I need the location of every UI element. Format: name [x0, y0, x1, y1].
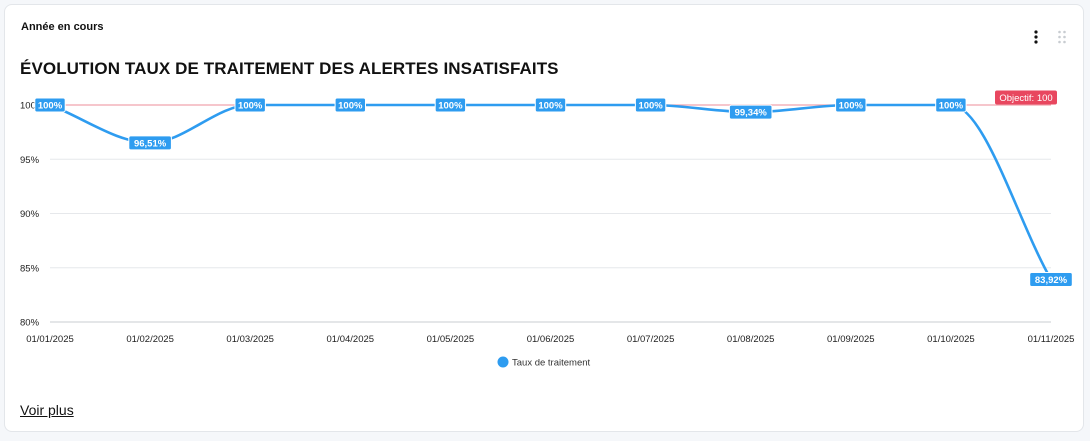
data-label: 99,34%	[735, 108, 768, 119]
data-label: 100%	[338, 101, 363, 112]
x-tick-label: 01/08/2025	[727, 334, 775, 345]
chart-title: ÉVOLUTION TAUX DE TRAITEMENT DES ALERTES…	[20, 59, 559, 78]
period-label: Année en cours	[21, 21, 104, 33]
data-label-box	[334, 97, 367, 113]
target-badge	[995, 90, 1057, 105]
data-label: 100%	[38, 101, 63, 112]
y-tick-label: 85%	[20, 263, 40, 274]
target-label: Objectif: 100	[999, 93, 1052, 104]
data-label: 100%	[438, 101, 463, 112]
kebab-menu-icon[interactable]	[1032, 29, 1040, 45]
series-line	[48, 103, 1053, 281]
y-tick-label: 90%	[20, 209, 40, 220]
x-tick-label: 01/06/2025	[527, 334, 575, 345]
data-label-box	[1029, 271, 1073, 287]
data-label-box	[935, 97, 967, 113]
y-tick-label: 100	[20, 101, 36, 112]
data-label-box	[234, 97, 266, 113]
data-label: 100%	[238, 101, 263, 112]
see-more-link[interactable]: Voir plus	[20, 402, 74, 418]
legend-label: Taux de traitement	[512, 358, 591, 369]
data-label: 100%	[839, 101, 864, 112]
line-chart: 100 95% 90% 85% 80% 01/01/2025 01/02/2025 01/03…	[20, 90, 1075, 369]
data-label-box	[434, 97, 467, 113]
x-tick-label: 01/09/2025	[827, 334, 875, 345]
legend-marker	[497, 356, 509, 368]
data-label: 96,51%	[134, 138, 167, 149]
data-label-box	[128, 135, 172, 151]
x-tick-label: 01/11/2025	[1028, 334, 1075, 345]
data-label-box	[534, 97, 567, 113]
data-label-box	[835, 97, 867, 113]
data-label: 100%	[638, 101, 663, 112]
x-tick-label: 01/10/2025	[927, 334, 975, 345]
data-label-box	[34, 97, 66, 113]
x-tick-label: 01/01/2025	[26, 334, 74, 345]
chart-card: Année en cours ÉVOLUTION TAUX DE TRAITEM…	[4, 4, 1084, 432]
data-label: 100%	[939, 101, 964, 112]
y-tick-label: 95%	[20, 155, 40, 166]
x-tick-label: 01/04/2025	[327, 334, 375, 345]
data-label-box	[634, 97, 667, 113]
x-tick-label: 01/02/2025	[126, 334, 174, 345]
drag-handle-icon[interactable]	[1057, 30, 1067, 44]
data-label-box	[728, 104, 773, 120]
y-tick-label: 80%	[20, 318, 40, 329]
x-tick-label: 01/07/2025	[627, 334, 675, 345]
x-tick-label: 01/05/2025	[427, 334, 475, 345]
x-tick-label: 01/03/2025	[226, 334, 274, 345]
data-label: 83,92%	[1035, 275, 1068, 286]
data-label: 100%	[538, 101, 563, 112]
